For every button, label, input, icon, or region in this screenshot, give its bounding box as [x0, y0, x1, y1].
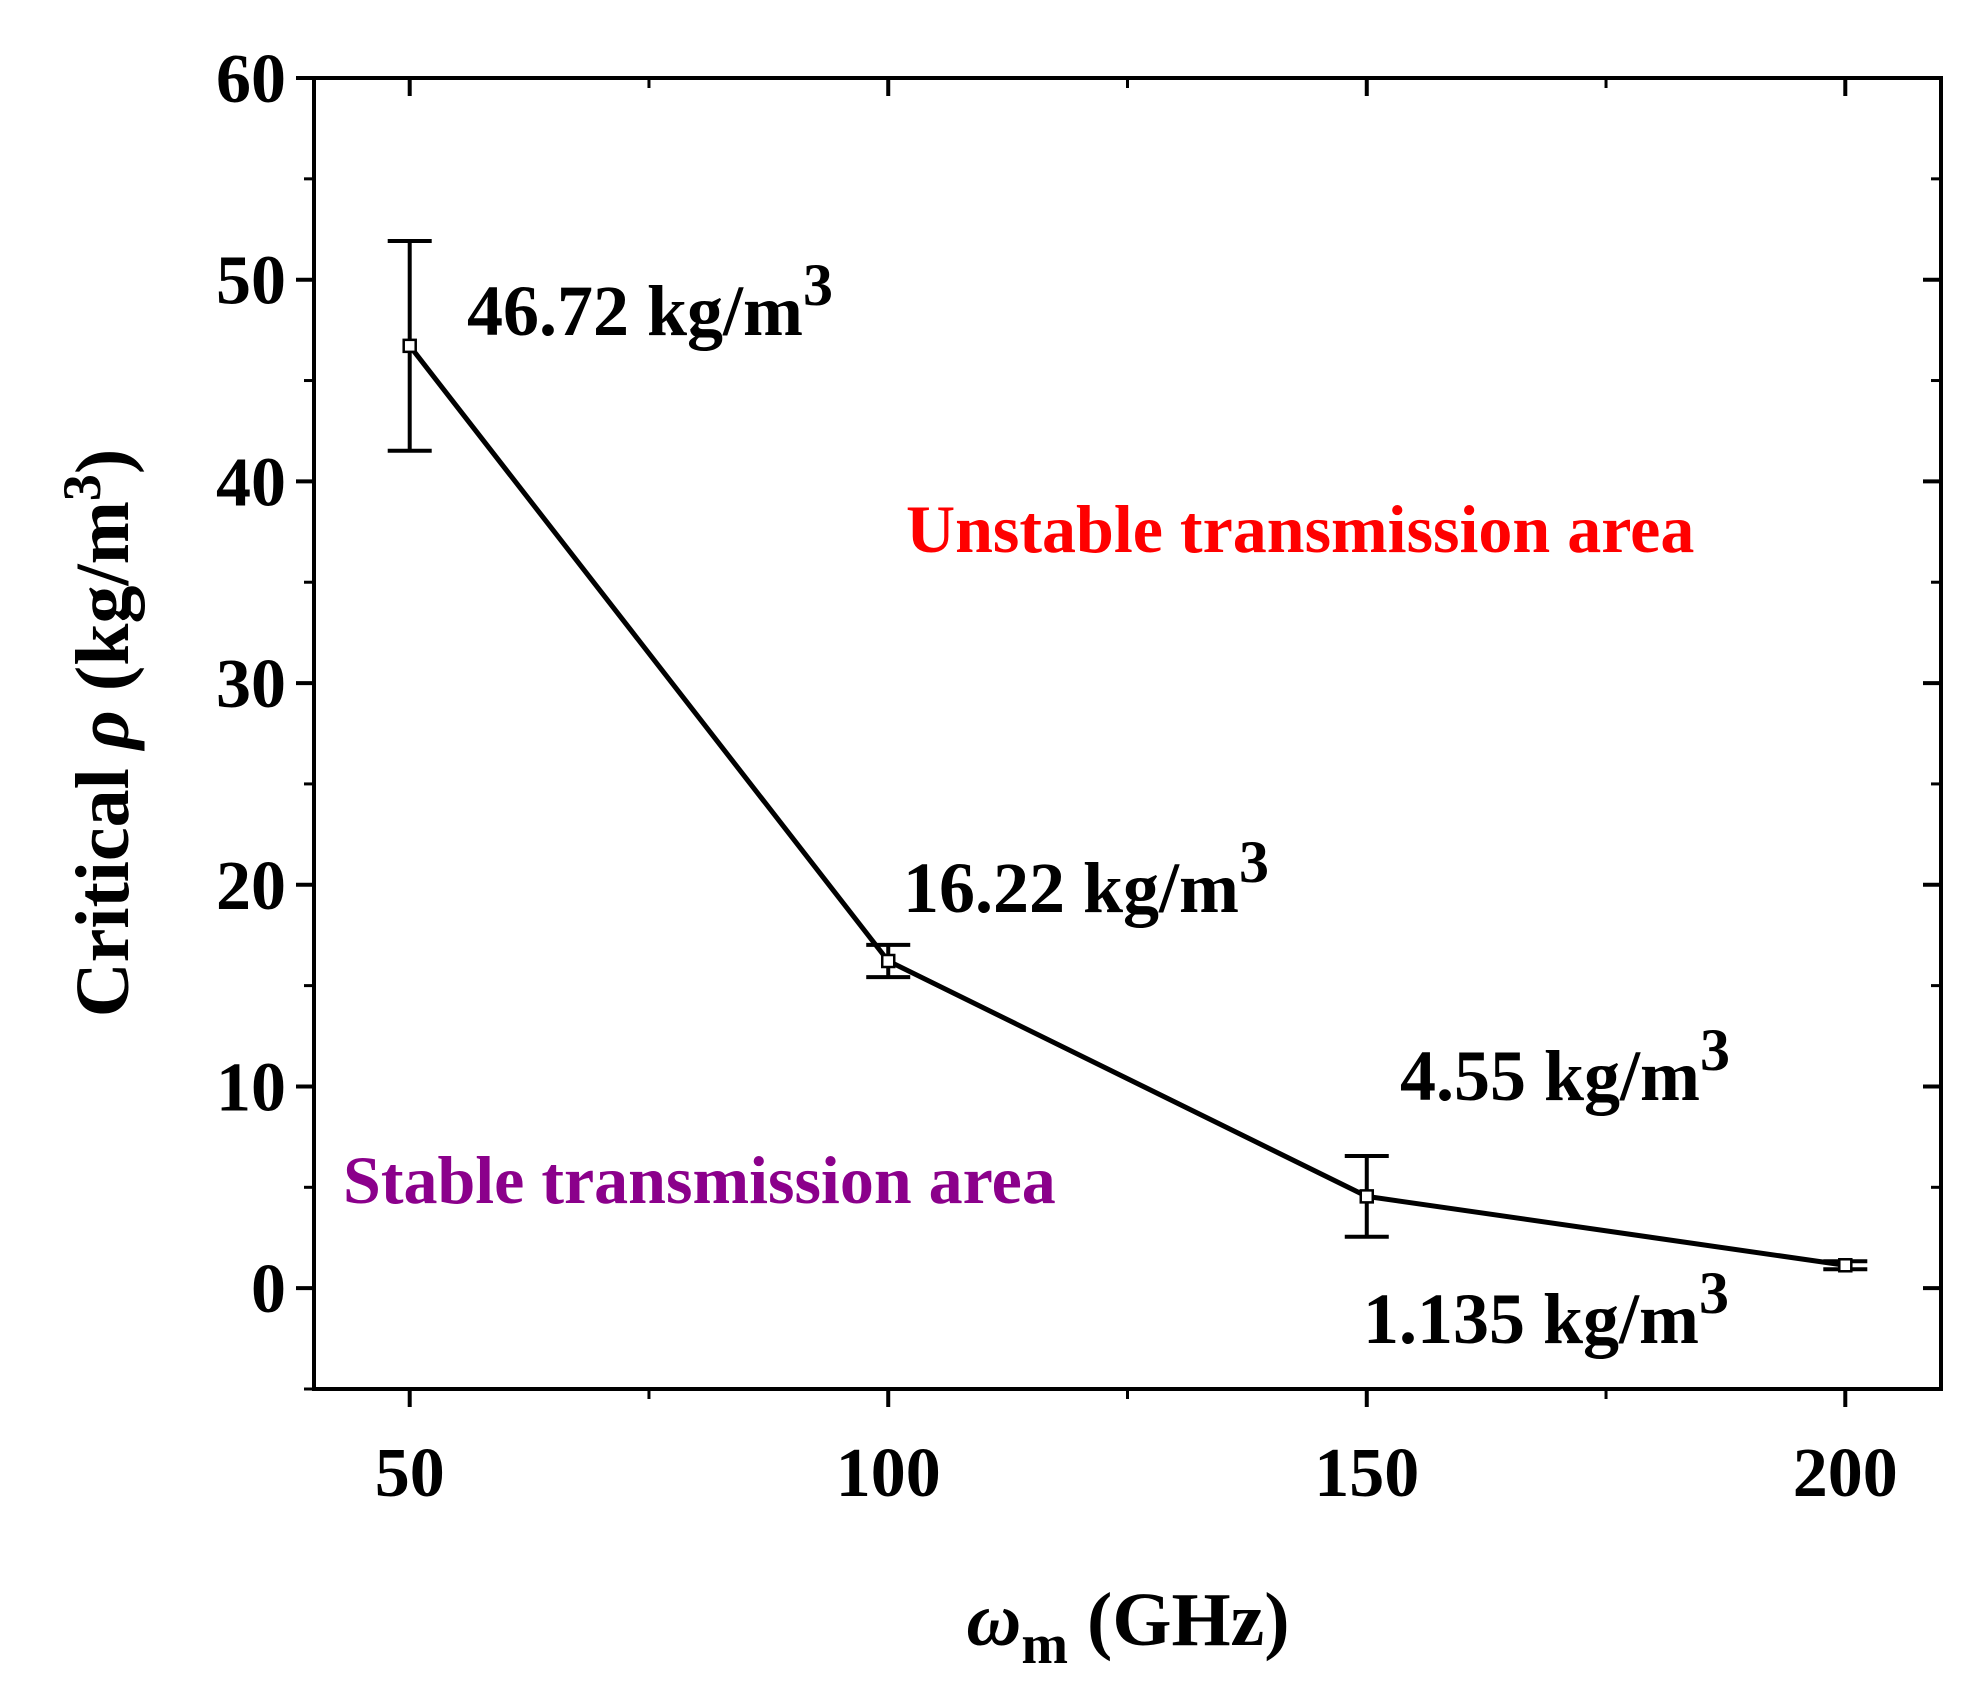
y-tick-label: 10: [216, 1049, 286, 1126]
x-tick-label: 150: [1314, 1435, 1419, 1512]
x-axis-label-subscript: m: [1021, 1614, 1068, 1676]
data-label-sup: 3: [803, 252, 833, 318]
y-tick-label: 40: [216, 444, 286, 521]
x-axis-label-symbol: ω: [966, 1578, 1021, 1662]
x-axis-label-unit: (GHz): [1068, 1578, 1290, 1662]
data-label-sup: 3: [1239, 829, 1269, 895]
y-axis-label-symbol: ρ: [61, 710, 145, 751]
data-label: 4.55 kg/m3: [1400, 1017, 1730, 1116]
series-line: [407, 344, 1846, 1268]
y-tick-label: 60: [216, 41, 286, 118]
data-label-value: 16.22 kg/m: [903, 848, 1239, 928]
data-label-value: 4.55 kg/m: [1400, 1036, 1700, 1116]
data-label-sup: 3: [1700, 1017, 1730, 1083]
data-label: 46.72 kg/m3: [467, 252, 833, 351]
data-label-value: 1.135 kg/m: [1363, 1279, 1699, 1359]
y-tick-label: 30: [216, 646, 286, 723]
y-tick-label: 0: [251, 1251, 286, 1328]
data-point: [1359, 1189, 1375, 1204]
data-point: [1838, 1258, 1853, 1273]
y-tick-label: 20: [216, 848, 286, 925]
axis-ticks: 0 10 20 30 40 50 60 50 100 150 200: [216, 41, 1941, 1512]
series-layer: [387, 238, 1868, 1273]
x-axis-label: ωm (GHz): [966, 1578, 1289, 1676]
data-label: 1.135 kg/m3: [1363, 1260, 1729, 1359]
y-axis-label-sup: 3: [52, 474, 112, 501]
y-axis-label-prefix: Critical: [61, 749, 145, 1017]
region-annotation: Unstable transmission area: [906, 491, 1694, 567]
y-axis-label: Critical ρ (kg/m3): [52, 449, 145, 1017]
y-axis-label-unit: (kg/m: [61, 501, 145, 710]
x-tick-label: 50: [375, 1435, 445, 1512]
data-label: 16.22 kg/m3: [903, 829, 1269, 928]
data-label-value: 46.72 kg/m: [467, 271, 803, 351]
data-point: [880, 953, 896, 969]
x-tick-label: 200: [1793, 1435, 1898, 1512]
x-tick-label: 100: [836, 1435, 941, 1512]
region-annotation: Stable transmission area: [343, 1142, 1056, 1218]
data-point: [402, 338, 417, 354]
y-tick-label: 50: [216, 243, 286, 320]
data-label-sup: 3: [1699, 1260, 1729, 1326]
y-axis-label-close: ): [61, 449, 145, 474]
